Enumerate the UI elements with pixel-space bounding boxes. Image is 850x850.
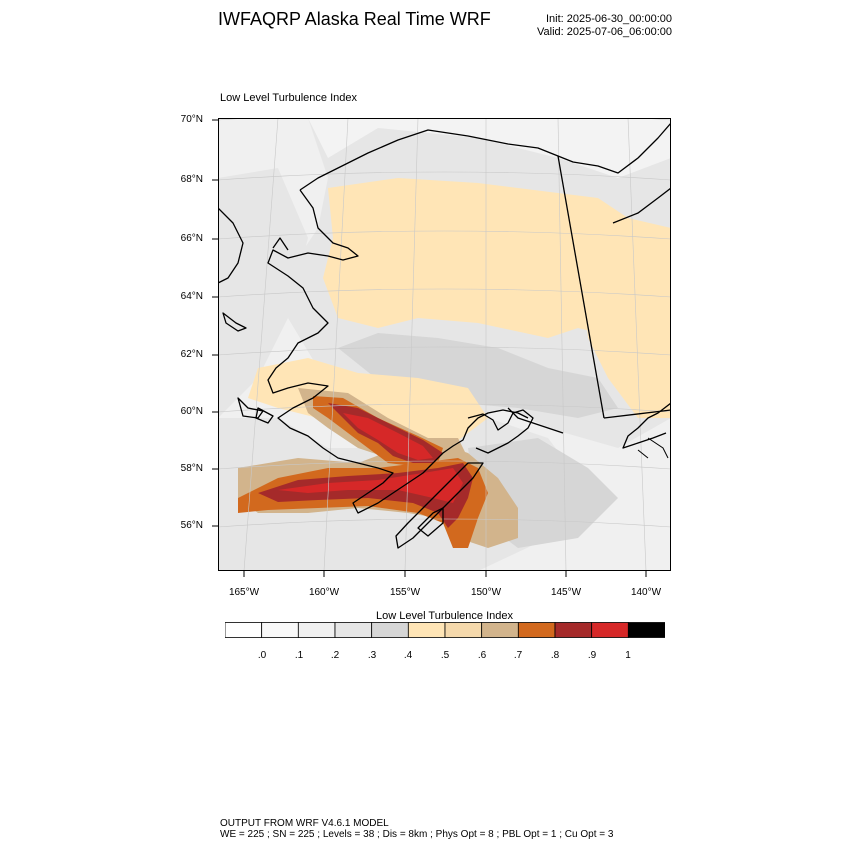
lat-label-64: 64°N <box>180 291 203 302</box>
interior-gray <box>338 333 618 418</box>
lat-label-62: 62°N <box>180 349 203 360</box>
lat-label-60: 60°N <box>180 406 203 417</box>
islands-southeast <box>637 437 669 459</box>
colorbar-label-2: .2 <box>330 650 340 661</box>
colorbar-swatch <box>481 622 519 638</box>
colorbar <box>225 622 665 638</box>
brightred-core <box>278 413 463 503</box>
colorbar-swatch <box>225 622 263 638</box>
colorbar-swatch <box>591 622 629 638</box>
lon-label-150: 150°W <box>470 587 502 598</box>
colorbar-label-8: .8 <box>550 650 560 661</box>
graticule <box>218 118 671 571</box>
lat-label-56: 56°N <box>180 520 203 531</box>
valid-time: Valid: 2025-07-06_06:00:00 <box>537 26 672 38</box>
colorbar-label-6: .6 <box>477 650 487 661</box>
lon-label-140: 140°W <box>630 587 662 598</box>
lat-label-66: 66°N <box>180 233 203 244</box>
colorbar-label-3: .3 <box>367 650 377 661</box>
colorbar-swatch <box>444 622 483 638</box>
lat-label-70: 70°N <box>180 114 203 125</box>
colorbar-swatch <box>297 622 336 638</box>
colorbar-swatch <box>371 622 409 638</box>
colorbar-label-4: .4 <box>403 650 413 661</box>
lon-label-155: 155°W <box>389 587 421 598</box>
footer-model: OUTPUT FROM WRF V4.6.1 MODEL <box>220 818 389 829</box>
lon-label-160: 160°W <box>308 587 340 598</box>
east-tan <box>578 238 671 418</box>
coastline <box>218 122 671 549</box>
sea-shading-west <box>218 168 308 418</box>
colorbar-label-7: .7 <box>513 650 523 661</box>
colorbar-title: Low Level Turbulence Index <box>376 610 513 622</box>
colorbar-swatch <box>261 622 299 638</box>
page-title: IWFAQRP Alaska Real Time WRF <box>218 9 491 29</box>
colorbar-swatch <box>554 622 593 638</box>
colorbar-label-5: .5 <box>440 650 450 661</box>
canada-border <box>557 155 671 419</box>
turbulence-map <box>218 118 671 571</box>
colorbar-swatch <box>334 622 373 638</box>
lat-label-68: 68°N <box>180 174 203 185</box>
lon-label-165: 165°W <box>228 587 260 598</box>
colorbar-swatch <box>517 622 556 638</box>
colorbar-label-9: .9 <box>587 650 597 661</box>
colorbar-label-0: .0 <box>257 650 267 661</box>
map-title: Low Level Turbulence Index <box>220 92 357 104</box>
colorbar-label-1: .1 <box>294 650 304 661</box>
colorbar-swatch <box>407 622 446 638</box>
init-time: Init: 2025-06-30_00:00:00 <box>546 13 672 25</box>
lon-label-145: 145°W <box>550 587 582 598</box>
map-frame <box>218 118 671 571</box>
footer-settings: WE = 225 ; SN = 225 ; Levels = 38 ; Dis … <box>220 829 614 840</box>
colorbar-label-10: 1 <box>625 650 631 661</box>
colorbar-swatch <box>627 622 665 638</box>
lat-label-58: 58°N <box>180 463 203 474</box>
